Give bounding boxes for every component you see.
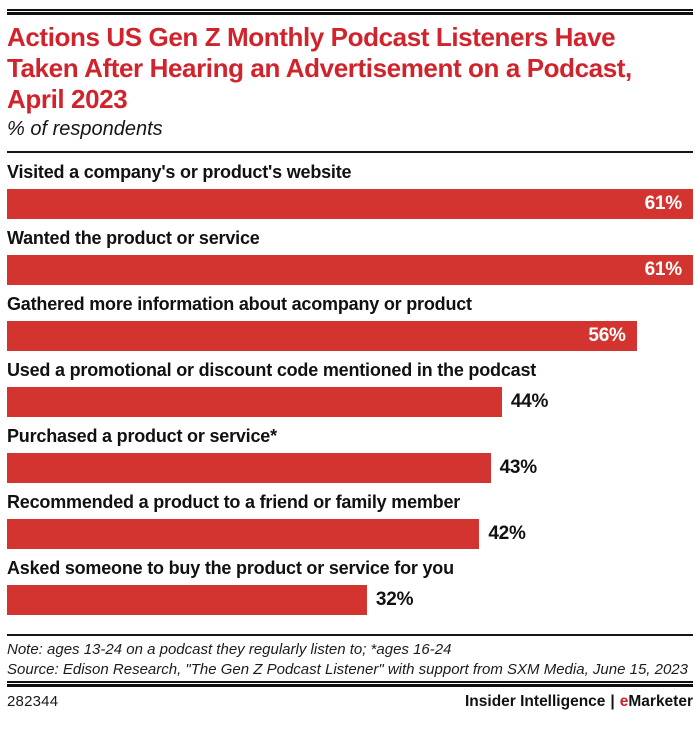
bar: [7, 519, 480, 549]
brand-lockup: Insider Intelligence | eMarketer: [465, 693, 693, 711]
bar-value-label: 61%: [644, 193, 683, 214]
brand-emarketer-e: e: [619, 693, 629, 710]
category-label: Used a promotional or discount code ment…: [7, 360, 537, 380]
bar-track: 42%: [7, 519, 693, 549]
chart-title: Actions US Gen Z Monthly Podcast Listene…: [7, 22, 632, 114]
brand-emarketer-rest: Marketer: [628, 693, 693, 710]
bar: [7, 387, 502, 417]
category-label: Purchased a product or service*: [7, 426, 277, 446]
source-text: Source: Edison Research, "The Gen Z Podc…: [7, 660, 688, 678]
bar-track: 43%: [7, 453, 693, 483]
bar: 61%: [7, 189, 693, 219]
bar: [7, 453, 491, 483]
brand-separator: |: [610, 693, 615, 710]
category-label: Asked someone to buy the product or serv…: [7, 558, 454, 578]
bar-track: 44%: [7, 387, 693, 417]
bar-row: Used a promotional or discount code ment…: [7, 360, 693, 417]
chart-subtitle: % of respondents: [7, 118, 163, 140]
bar-value-label: 42%: [488, 523, 526, 544]
brand-insider-intelligence: Insider Intelligence: [465, 693, 606, 710]
bar-row: Recommended a product to a friend or fam…: [7, 492, 693, 549]
bar-value-label: 32%: [375, 589, 414, 610]
footer: 282344 Insider Intelligence | eMarketer: [7, 687, 693, 711]
header-divider: [7, 151, 693, 153]
category-label: Gathered more information about acompany…: [7, 294, 472, 314]
bar-track: 32%: [7, 585, 693, 615]
bar-row: Visited a company's or product's website…: [7, 162, 693, 219]
bar: 56%: [7, 321, 637, 351]
bar-row: Asked someone to buy the product or serv…: [7, 558, 693, 615]
bar: [7, 585, 367, 615]
footnote-divider: [7, 634, 693, 636]
footer-rule: [7, 681, 693, 687]
bar-track: 61%: [7, 255, 693, 285]
category-label: Recommended a product to a friend or fam…: [7, 492, 461, 512]
bar-value-label: 56%: [588, 325, 626, 346]
category-label: Wanted the product or service: [7, 228, 260, 248]
bar-row: Gathered more information about acompany…: [7, 294, 693, 351]
chart-id: 282344: [7, 693, 59, 710]
bar-track: 56%: [7, 321, 693, 351]
bar: 61%: [7, 255, 693, 285]
footnotes: Note: ages 13-24 on a podcast they regul…: [7, 640, 693, 679]
bar-value-label: 43%: [499, 457, 538, 478]
bar-rows: Visited a company's or product's website…: [7, 162, 693, 615]
bar-value-label: 61%: [644, 259, 683, 280]
note-text: Note: ages 13-24 on a podcast they regul…: [7, 641, 452, 658]
bar-value-label: 44%: [510, 391, 549, 412]
bar-row: Wanted the product or service 61%: [7, 228, 693, 285]
top-rule: [7, 9, 693, 15]
bar-track: 61%: [7, 189, 693, 219]
category-label: Visited a company's or product's website: [7, 162, 352, 182]
bar-row: Purchased a product or service* 43%: [7, 426, 693, 483]
